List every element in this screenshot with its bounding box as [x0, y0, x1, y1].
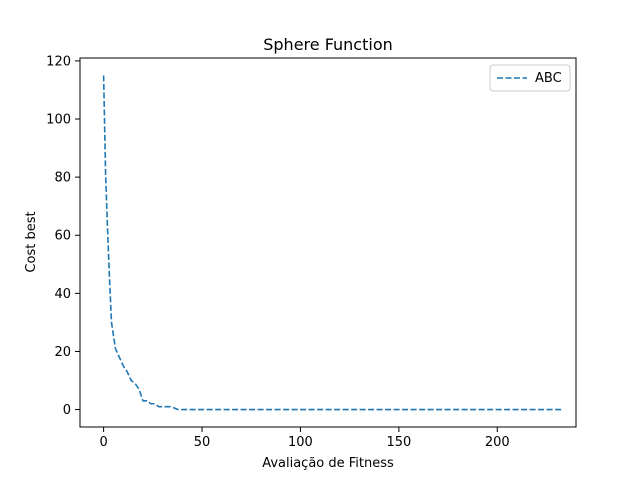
y-tick-label: 20	[54, 345, 71, 360]
y-tick-label: 40	[54, 287, 71, 302]
x-tick-label: 200	[485, 435, 510, 450]
legend: ABC	[489, 64, 571, 92]
x-axis: 0 50 100 150 200	[99, 427, 510, 450]
y-tick-label: 60	[54, 229, 71, 244]
x-tick-label: 100	[288, 435, 313, 450]
legend-box	[489, 64, 571, 92]
y-axis: 0 20 40 60 80 100 120	[46, 54, 80, 418]
y-tick-label: 120	[46, 54, 71, 69]
y-tick-label: 80	[54, 171, 71, 186]
legend-label-abc: ABC	[535, 71, 562, 86]
x-tick-label: 150	[386, 435, 411, 450]
chart-title: Sphere Function	[263, 35, 393, 54]
series-layer	[102, 75, 563, 411]
plot-area	[102, 75, 563, 411]
y-tick-label: 0	[63, 403, 71, 418]
x-tick-label: 0	[99, 435, 107, 450]
plot-frame	[79, 57, 577, 428]
y-tick-label: 100	[46, 113, 71, 128]
series-line-abc	[102, 75, 563, 411]
x-tick-label: 50	[194, 435, 211, 450]
y-axis-label: Cost best	[24, 211, 39, 272]
x-axis-label: Avaliação de Fitness	[262, 456, 394, 471]
